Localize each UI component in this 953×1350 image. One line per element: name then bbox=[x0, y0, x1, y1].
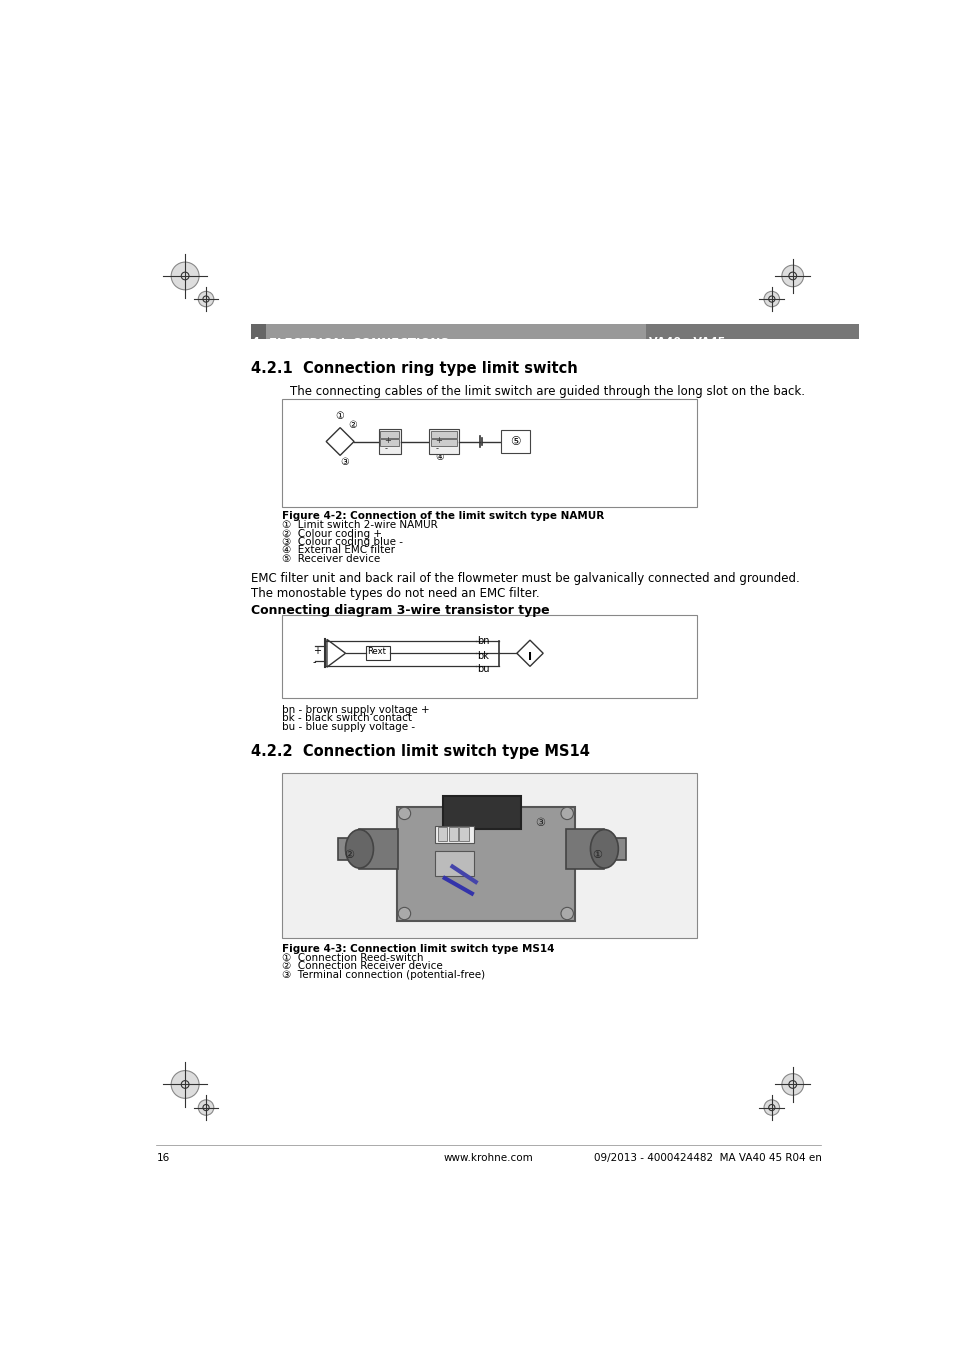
Text: +: + bbox=[384, 436, 391, 446]
Text: ⑤: ⑤ bbox=[510, 435, 520, 448]
Text: ①: ① bbox=[592, 849, 601, 860]
Text: ①  Connection Reed-switch: ① Connection Reed-switch bbox=[282, 953, 423, 963]
Text: -: - bbox=[313, 657, 316, 667]
Circle shape bbox=[763, 1100, 779, 1115]
Bar bbox=[380, 439, 398, 446]
Text: ①  Limit switch 2-wire NAMUR: ① Limit switch 2-wire NAMUR bbox=[282, 520, 437, 531]
Text: +: + bbox=[435, 436, 442, 446]
Text: 4.2.2  Connection limit switch type MS14: 4.2.2 Connection limit switch type MS14 bbox=[251, 744, 589, 759]
Polygon shape bbox=[326, 428, 354, 455]
Text: Figure 4-2: Connection of the limit switch type NAMUR: Figure 4-2: Connection of the limit swit… bbox=[282, 510, 603, 521]
Bar bbox=[431, 431, 456, 437]
Bar bbox=[645, 324, 858, 339]
Bar bbox=[602, 838, 625, 860]
Bar bbox=[396, 807, 575, 921]
Text: 16: 16 bbox=[156, 1153, 170, 1162]
Text: ⑤  Receiver device: ⑤ Receiver device bbox=[282, 554, 380, 564]
Text: EMC filter unit and back rail of the flowmeter must be galvanically connected an: EMC filter unit and back rail of the flo… bbox=[251, 572, 799, 586]
Text: Rext: Rext bbox=[367, 647, 386, 656]
Bar bbox=[500, 429, 530, 454]
Bar bbox=[251, 324, 858, 339]
Text: ELECTRICAL CONNECTIONS: ELECTRICAL CONNECTIONS bbox=[269, 336, 448, 350]
Bar bbox=[282, 400, 696, 508]
Text: bn - brown supply voltage +: bn - brown supply voltage + bbox=[282, 705, 429, 716]
Text: 4.2.1  Connection ring type limit switch: 4.2.1 Connection ring type limit switch bbox=[251, 360, 578, 375]
Text: The connecting cables of the limit switch are guided through the long slot on th: The connecting cables of the limit switc… bbox=[290, 385, 804, 398]
Bar bbox=[459, 828, 468, 841]
Text: ③: ③ bbox=[535, 818, 545, 828]
Bar bbox=[435, 850, 474, 876]
Circle shape bbox=[171, 1071, 199, 1099]
Bar bbox=[337, 838, 360, 860]
Bar bbox=[448, 828, 457, 841]
Text: Figure 4-3: Connection limit switch type MS14: Figure 4-3: Connection limit switch type… bbox=[282, 944, 554, 953]
Bar bbox=[365, 647, 390, 660]
Text: ④: ④ bbox=[436, 452, 444, 462]
Text: ③  Terminal connection (potential-free): ③ Terminal connection (potential-free) bbox=[282, 969, 485, 980]
Bar bbox=[251, 324, 266, 339]
Text: ②  Connection Receiver device: ② Connection Receiver device bbox=[282, 961, 442, 971]
Text: 4: 4 bbox=[252, 336, 259, 347]
Text: bk - black switch contact: bk - black switch contact bbox=[282, 713, 412, 724]
Text: ②  Colour coding +: ② Colour coding + bbox=[282, 528, 381, 539]
Text: ②: ② bbox=[344, 849, 354, 860]
Text: The monostable types do not need an EMC filter.: The monostable types do not need an EMC … bbox=[251, 587, 539, 599]
Bar bbox=[431, 439, 456, 446]
Text: ④  External EMC filter: ④ External EMC filter bbox=[282, 545, 395, 555]
Polygon shape bbox=[327, 640, 345, 667]
Circle shape bbox=[781, 265, 802, 286]
Bar bbox=[359, 829, 397, 869]
Text: bu - blue supply voltage -: bu - blue supply voltage - bbox=[282, 722, 415, 732]
Circle shape bbox=[397, 907, 410, 919]
Text: bu: bu bbox=[476, 664, 489, 674]
Bar bbox=[380, 431, 398, 437]
Bar bbox=[437, 828, 447, 841]
Ellipse shape bbox=[345, 830, 373, 868]
Circle shape bbox=[560, 807, 573, 819]
Text: -: - bbox=[435, 444, 438, 454]
Text: bk: bk bbox=[476, 651, 489, 661]
Text: ②: ② bbox=[348, 420, 356, 429]
Text: -: - bbox=[384, 444, 387, 454]
Bar bbox=[565, 829, 604, 869]
Text: 09/2013 - 4000424482  MA VA40 45 R04 en: 09/2013 - 4000424482 MA VA40 45 R04 en bbox=[593, 1153, 821, 1162]
Text: VA40 - VA45: VA40 - VA45 bbox=[649, 336, 725, 347]
Ellipse shape bbox=[590, 830, 618, 868]
Text: www.krohne.com: www.krohne.com bbox=[443, 1153, 534, 1162]
Circle shape bbox=[781, 1073, 802, 1095]
Bar bbox=[282, 772, 696, 938]
Text: ③: ③ bbox=[340, 456, 349, 467]
Text: ③  Colour coding blue -: ③ Colour coding blue - bbox=[282, 537, 402, 547]
Polygon shape bbox=[517, 640, 542, 667]
Text: I: I bbox=[527, 652, 532, 662]
Bar bbox=[435, 826, 474, 842]
Text: ①: ① bbox=[335, 410, 344, 421]
Text: bn: bn bbox=[476, 636, 489, 647]
Circle shape bbox=[397, 807, 410, 819]
Circle shape bbox=[763, 292, 779, 306]
Bar bbox=[443, 796, 520, 829]
Text: +: + bbox=[313, 645, 320, 656]
Bar bbox=[429, 429, 458, 454]
Circle shape bbox=[198, 292, 213, 306]
Bar bbox=[378, 429, 400, 454]
Circle shape bbox=[560, 907, 573, 919]
Text: Connecting diagram 3-wire transistor type: Connecting diagram 3-wire transistor typ… bbox=[251, 603, 549, 617]
Bar bbox=[282, 614, 696, 698]
Circle shape bbox=[171, 262, 199, 290]
Circle shape bbox=[198, 1100, 213, 1115]
